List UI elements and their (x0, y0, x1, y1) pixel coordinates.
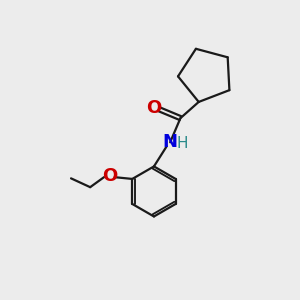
Text: O: O (147, 98, 162, 116)
Text: O: O (102, 167, 117, 185)
Text: N: N (163, 133, 178, 151)
Text: H: H (177, 136, 188, 151)
